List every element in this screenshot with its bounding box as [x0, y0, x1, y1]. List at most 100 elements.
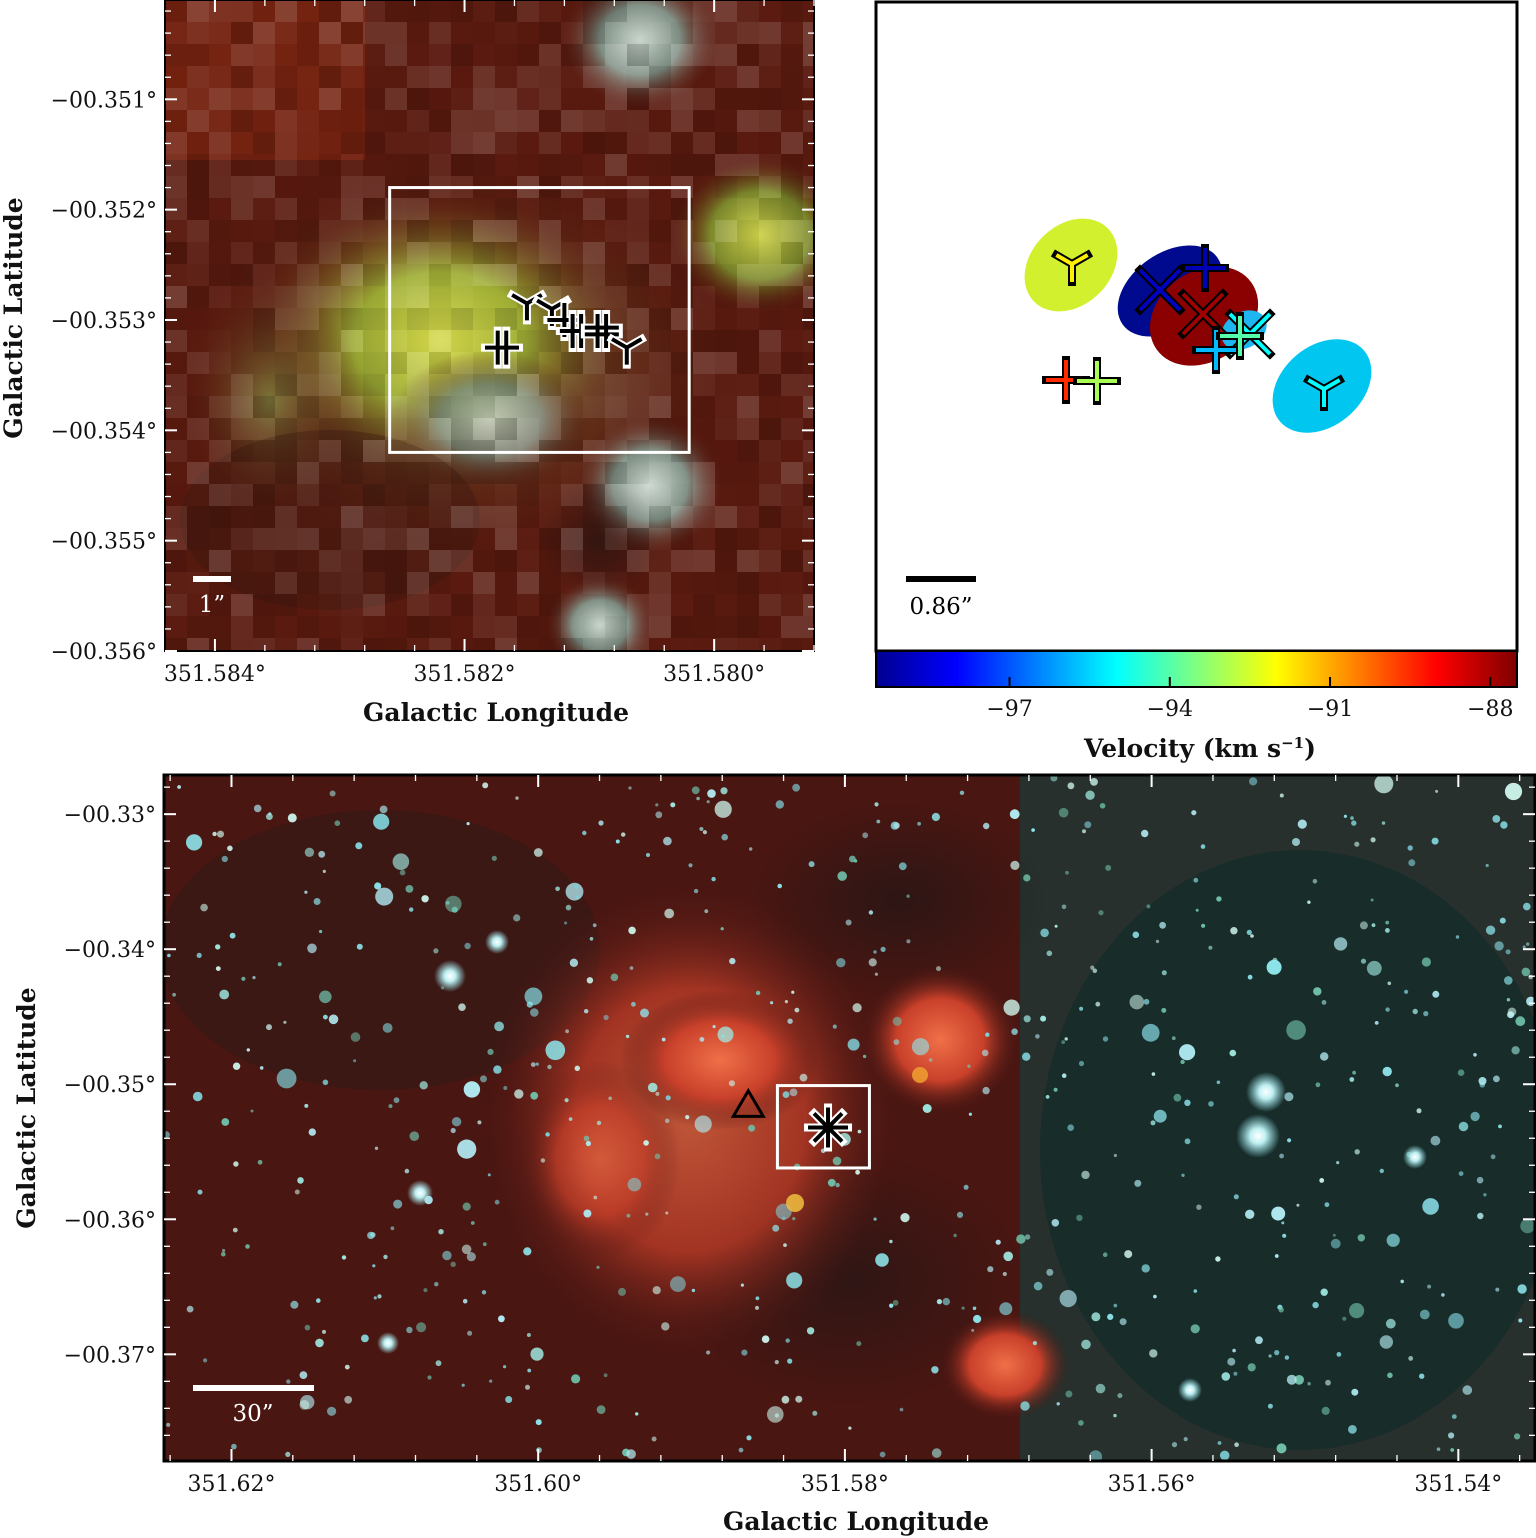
star: [445, 895, 462, 913]
star: [217, 830, 224, 838]
star: [1217, 1441, 1222, 1445]
star: [862, 1054, 867, 1059]
star: [1336, 1161, 1340, 1165]
star: [592, 923, 597, 928]
star: [738, 1447, 744, 1453]
star: [1061, 1040, 1066, 1044]
star: [1526, 942, 1530, 946]
star: [253, 804, 262, 813]
star: [663, 836, 672, 846]
star: [313, 898, 321, 905]
star: [995, 1239, 1001, 1245]
star: [565, 1029, 569, 1034]
star: [786, 1272, 803, 1289]
star: [1081, 1339, 1091, 1350]
star: [1286, 1020, 1306, 1040]
star: [489, 1379, 493, 1383]
star: [956, 1211, 964, 1218]
star: [535, 1419, 542, 1426]
star: [1421, 957, 1431, 967]
star: [1506, 998, 1511, 1002]
star: [893, 822, 900, 829]
star: [197, 1189, 203, 1195]
star: [936, 1299, 943, 1305]
star: [792, 783, 800, 792]
star: [880, 946, 886, 953]
star: [704, 909, 709, 914]
star: [857, 1129, 862, 1134]
star: [569, 958, 579, 967]
star: [491, 855, 497, 861]
star: [1450, 1448, 1455, 1452]
star: [405, 885, 414, 893]
star: [627, 1177, 642, 1192]
zoom-box: [388, 186, 691, 454]
star: [628, 786, 632, 790]
star: [1011, 1028, 1018, 1035]
colorbar-tick-label: −91: [1307, 697, 1353, 722]
star: [524, 987, 543, 1006]
triangle-marker: [730, 1087, 766, 1118]
star: [603, 1373, 608, 1378]
star: [855, 1169, 860, 1175]
star: [1312, 1301, 1319, 1309]
star: [635, 1412, 639, 1416]
star: [388, 1104, 393, 1109]
star: [1407, 845, 1413, 851]
star: [1085, 790, 1095, 800]
star: [770, 1001, 774, 1005]
star: [1430, 1135, 1441, 1146]
star: [1208, 945, 1213, 950]
star: [1483, 1193, 1487, 1197]
star: [322, 1079, 329, 1086]
star: [361, 1334, 369, 1343]
star: [1046, 1268, 1054, 1276]
star: [196, 952, 202, 959]
star: [706, 1350, 711, 1355]
star: [399, 869, 406, 876]
star: [1153, 1109, 1167, 1123]
star: [435, 1360, 442, 1367]
star: [785, 1338, 790, 1343]
star: [221, 1118, 230, 1126]
star: [266, 813, 273, 820]
star: [593, 1195, 598, 1200]
top-left-panel: 351.584° 351.582° 351.580° −00.351° −00.352°…: [0, 0, 815, 727]
star: [461, 1244, 472, 1255]
star: [1216, 1080, 1221, 1085]
star: [1159, 921, 1166, 929]
star: [1031, 828, 1035, 832]
star: [1278, 1307, 1284, 1313]
star: [1064, 1037, 1068, 1041]
star: [487, 1173, 491, 1177]
star: [706, 800, 710, 804]
star: [583, 1135, 590, 1142]
star: [1117, 1393, 1123, 1399]
star: [1321, 1406, 1330, 1415]
star: [1020, 1401, 1030, 1411]
star: [1067, 1124, 1074, 1131]
star: [1089, 1450, 1103, 1461]
star: [582, 830, 587, 836]
star: [1113, 1303, 1118, 1308]
star: [1294, 1375, 1304, 1385]
star: [953, 1233, 957, 1238]
star: [874, 802, 879, 807]
bottom-axes: 351.62° 351.60° 351.58° 351.56° 351.54° −00.3…: [64, 775, 1535, 1497]
star: [755, 1305, 759, 1310]
star: [1009, 809, 1020, 820]
star: [1343, 814, 1347, 818]
star: [1427, 1284, 1432, 1289]
star: [393, 1199, 403, 1209]
star: [530, 1347, 544, 1361]
star: [229, 932, 236, 939]
star: [661, 1322, 670, 1331]
star: [1146, 904, 1151, 909]
star: [618, 1287, 626, 1296]
star: [1505, 949, 1511, 955]
star: [1090, 778, 1098, 786]
star: [1023, 874, 1031, 882]
star: [375, 887, 394, 906]
star: [1476, 1176, 1484, 1184]
